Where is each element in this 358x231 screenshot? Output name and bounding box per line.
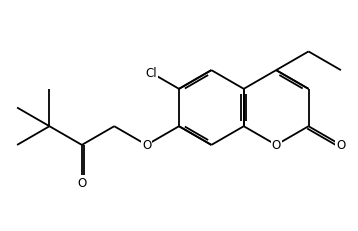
Text: O: O (142, 139, 151, 152)
Text: O: O (271, 139, 281, 152)
Text: O: O (77, 176, 87, 189)
Text: O: O (336, 139, 345, 152)
Text: Cl: Cl (146, 67, 157, 80)
